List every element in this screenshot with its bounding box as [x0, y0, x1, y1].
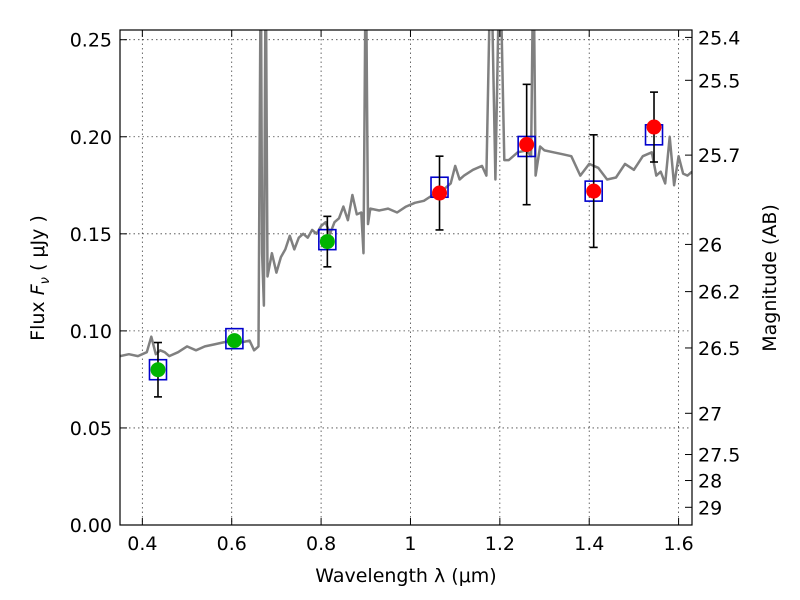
x-tick-label: 1: [404, 533, 416, 555]
x-axis-label: Wavelength λ (μm): [315, 565, 496, 587]
y-axis-label-unit: ( μJy ): [27, 215, 49, 277]
x-tick-label: 1.6: [663, 533, 693, 555]
magnitude-tick-label: 25.4: [698, 27, 740, 49]
y-tick-label: 0.00: [70, 515, 112, 537]
photometry-layer: [148, 83, 664, 398]
y-tick-label: 0.15: [70, 224, 112, 246]
photometry-point: [319, 234, 335, 250]
x-tick-label: 0.4: [127, 533, 157, 555]
y-tick-label: 0.25: [70, 30, 112, 52]
photometry-point: [432, 185, 448, 201]
magnitude-tick-label: 28: [698, 471, 722, 493]
magnitude-tick-label: 27.5: [698, 445, 740, 467]
magnitude-tick-label: 26: [698, 234, 722, 256]
photometry-point: [150, 362, 166, 378]
axis-ticks: [120, 30, 692, 526]
x-tick-label: 0.6: [217, 533, 247, 555]
y-tick-label: 0.20: [70, 127, 112, 149]
magnitude-tick-label: 26.2: [698, 282, 740, 304]
model-photometry-box: [225, 327, 244, 350]
y-tick-label: 0.10: [70, 321, 112, 343]
photometry-point: [586, 183, 602, 199]
tick-labels: 0.4 0.6 0.8 1 1.2 1.4 1.6 0.00 0.05 0.10 0.15 0.20 0…: [70, 27, 741, 555]
y-axis-label-prefix: Flux: [27, 295, 49, 341]
plot-frame: [119, 29, 693, 526]
y-axis-label-symbol: F: [27, 283, 49, 295]
spectrum-layer: [120, 30, 692, 358]
magnitude-tick-label: 26.5: [698, 338, 740, 360]
y-axis-label: Flux Fν ( μJy ): [27, 215, 53, 341]
magnitude-tick-label: 27: [698, 403, 722, 425]
magnitude-tick-label: 25.7: [698, 145, 740, 167]
y-axis-label-subscript: ν: [38, 277, 53, 284]
x-tick-label: 1.4: [574, 533, 604, 555]
x-tick-label: 0.8: [306, 533, 336, 555]
magnitude-axis-label: Magnitude (AB): [759, 204, 781, 352]
model-spectrum-line: [120, 30, 692, 358]
grid: [120, 30, 692, 526]
x-tick-label: 1.2: [485, 533, 515, 555]
y-tick-label: 0.05: [70, 418, 112, 440]
photometry-point: [519, 137, 535, 153]
magnitude-tick-label: 29: [698, 497, 722, 519]
magnitude-tick-label: 25.5: [698, 70, 740, 92]
photometry-point: [646, 119, 662, 135]
photometry-point: [226, 333, 242, 349]
